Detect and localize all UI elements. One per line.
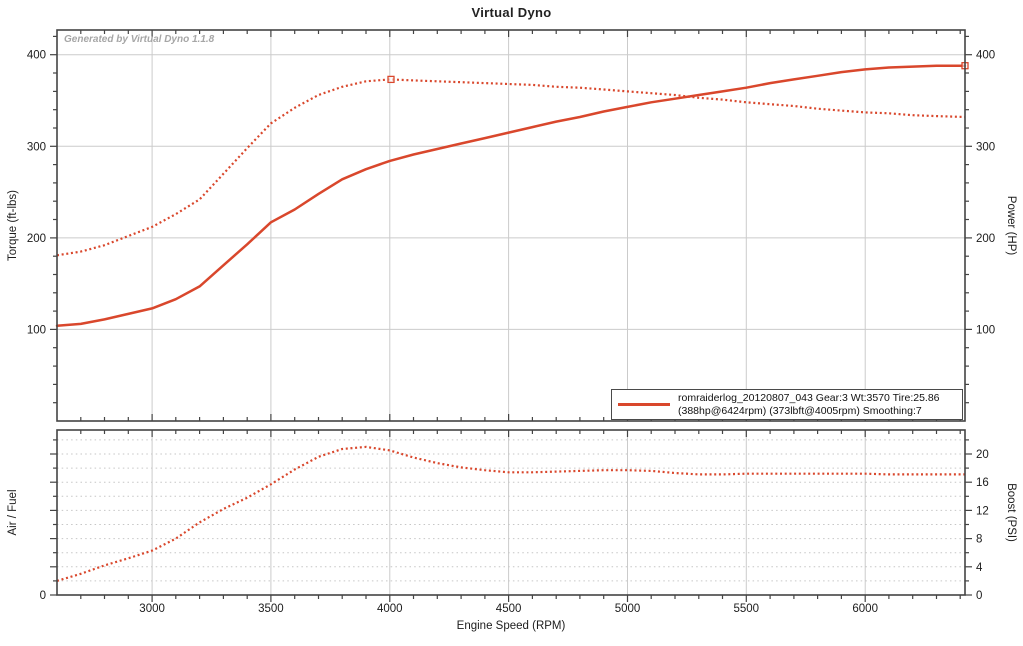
y-right-tick-label: 400 — [976, 50, 995, 62]
power-curve — [55, 64, 967, 328]
y-left-tick-label: 400 — [27, 50, 46, 62]
x-tick-label: 4500 — [496, 603, 522, 615]
y-left-tick-label: 100 — [27, 324, 46, 336]
y-right-tick-label: 0 — [976, 590, 982, 602]
boost-curve — [56, 445, 965, 582]
torque-peak-marker — [387, 75, 395, 84]
y-right-axis-title: Boost (PSI) — [1005, 483, 1017, 542]
legend-line-swatch — [618, 403, 670, 406]
x-tick-label: 5500 — [734, 603, 760, 615]
x-tick-label: 3500 — [258, 603, 284, 615]
y-right-tick-label: 100 — [976, 324, 995, 336]
y-right-tick-label: 200 — [976, 233, 995, 245]
x-tick-label: 6000 — [852, 603, 878, 615]
y-left-tick-label: 300 — [27, 141, 46, 153]
y-right-axis-title: Power (HP) — [1005, 196, 1017, 256]
x-tick-label: 4000 — [377, 603, 403, 615]
y-left-axis-title: Torque (ft-lbs) — [7, 190, 19, 261]
legend-text: romraiderlog_20120807_043 Gear:3 Wt:3570… — [678, 392, 962, 418]
watermark: Generated by Virtual Dyno 1.1.8 — [64, 34, 215, 45]
y-right-tick-label: 8 — [976, 534, 982, 546]
torque-curve — [56, 78, 966, 257]
y-left-tick-label: 0 — [40, 590, 46, 602]
y-left-axis-title: Air / Fuel — [7, 489, 19, 535]
y-right-tick-label: 12 — [976, 505, 989, 517]
legend-run-info: romraiderlog_20120807_043 Gear:3 Wt:3570… — [678, 391, 940, 404]
x-axis-title: Engine Speed (RPM) — [457, 620, 566, 632]
plot-border — [56, 29, 966, 422]
legend: romraiderlog_20120807_043 Gear:3 Wt:3570… — [611, 389, 963, 420]
y-left-tick-label: 200 — [27, 233, 46, 245]
y-right-tick-label: 20 — [976, 449, 989, 461]
y-right-tick-label: 16 — [976, 477, 989, 489]
page-title: Virtual Dyno — [471, 5, 552, 20]
x-tick-label: 3000 — [139, 603, 165, 615]
plot-border — [56, 429, 966, 596]
y-right-tick-label: 300 — [976, 141, 995, 153]
x-tick-label: 5000 — [615, 603, 641, 615]
legend-peaks-info: (388hp@6424rpm) (373lbft@4005rpm) Smooth… — [678, 404, 922, 417]
y-right-tick-label: 4 — [976, 562, 983, 574]
